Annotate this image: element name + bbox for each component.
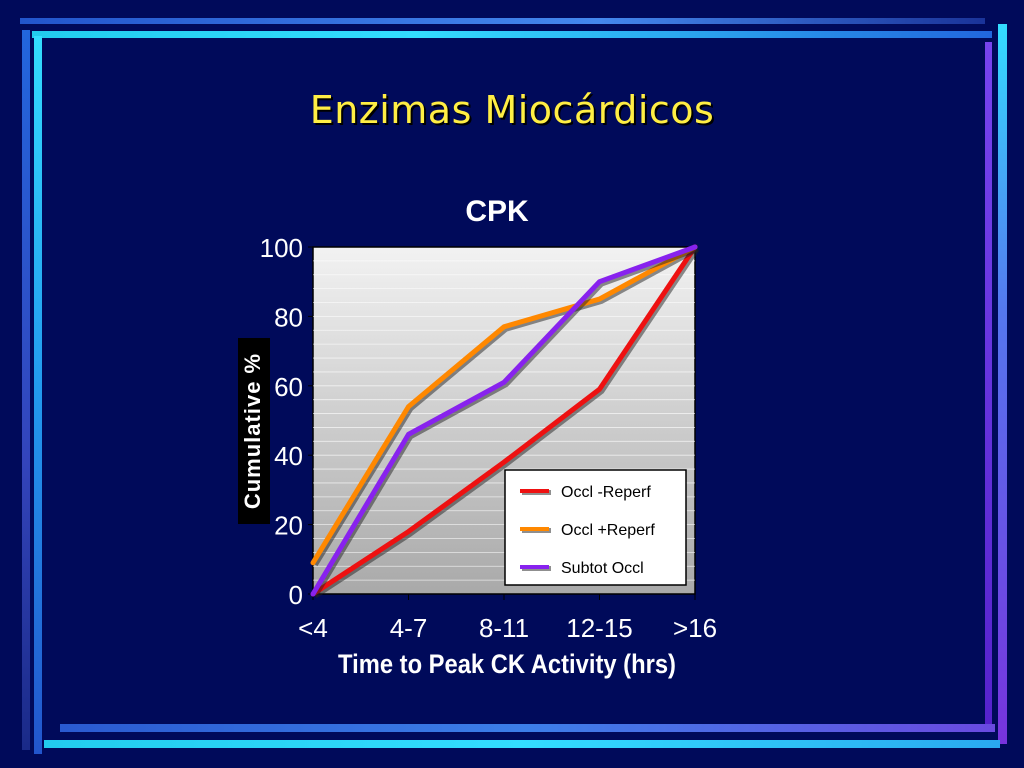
y-tick-label: 20 xyxy=(274,511,303,541)
series-line xyxy=(310,244,698,566)
x-tick-label: <4 xyxy=(298,613,328,643)
frame-bar-left-inner xyxy=(34,36,42,754)
frame-bar-top-outer xyxy=(20,18,985,24)
frame-bar-right-outer xyxy=(998,24,1007,744)
y-tick-label: 100 xyxy=(260,233,303,263)
y-axis-label-box xyxy=(238,338,270,524)
legend-label: Occl +Reperf xyxy=(561,522,655,539)
y-tick-label: 0 xyxy=(289,580,303,610)
series-line xyxy=(310,244,698,597)
x-tick-label: 4-7 xyxy=(390,613,428,643)
frame-bar-right-inner xyxy=(985,42,992,732)
y-tick-label: 60 xyxy=(274,372,303,402)
y-tick-label: 40 xyxy=(274,441,303,471)
y-axis-label: Cumulative % xyxy=(240,353,265,509)
x-axis-label: Time to Peak CK Activity (hrs) xyxy=(338,650,676,680)
legend-label: Subtot Occl xyxy=(561,560,644,577)
legend-label: Occl -Reperf xyxy=(561,484,651,501)
frame-bar-top-inner xyxy=(32,31,992,38)
x-tick-label: 8-11 xyxy=(479,613,529,643)
x-tick-label: >16 xyxy=(673,613,717,643)
y-tick-label: 80 xyxy=(274,302,303,332)
frame-bar-bottom-inner xyxy=(60,724,995,732)
chart-title: CPK xyxy=(465,195,529,228)
series-line xyxy=(310,244,698,597)
frame-bar-left-outer xyxy=(22,30,30,750)
x-tick-label: 12-15 xyxy=(566,613,633,643)
slide-title: Enzimas Miocárdicos xyxy=(309,88,715,132)
frame-bar-bottom-outer xyxy=(44,740,1000,748)
